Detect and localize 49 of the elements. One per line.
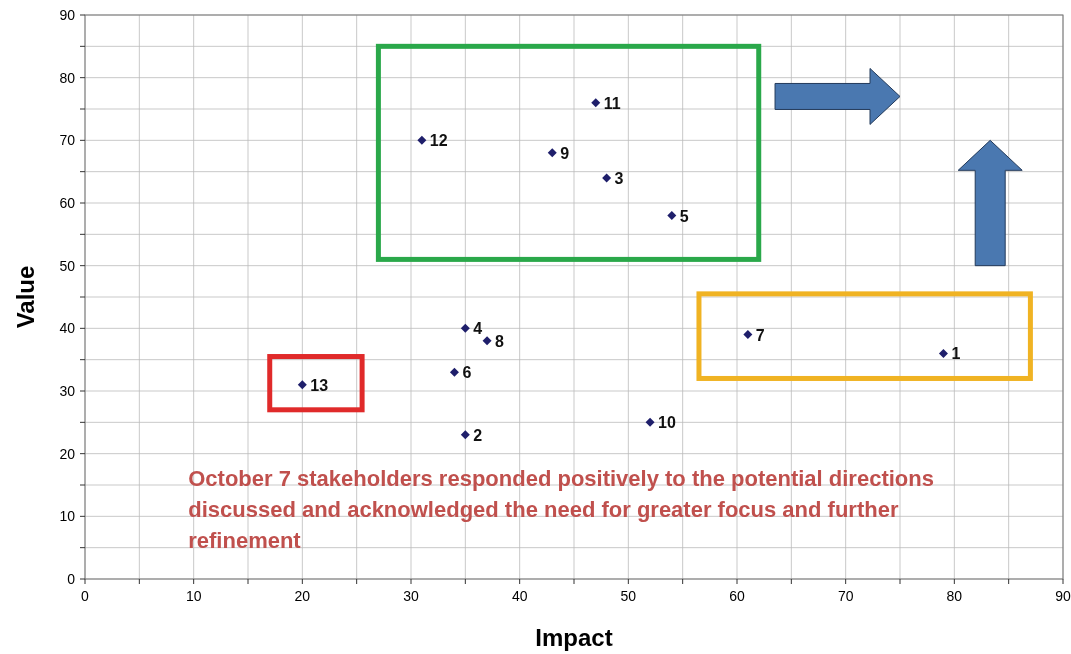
y-axis-title: Value bbox=[12, 265, 39, 329]
annotation: 6 bbox=[462, 364, 472, 382]
annotation: 8 bbox=[495, 332, 505, 350]
x-tick-label: 50 bbox=[620, 588, 637, 604]
x-tick-label: 20 bbox=[294, 588, 311, 604]
x-tick-label: 30 bbox=[403, 588, 419, 604]
annotation: 9 bbox=[560, 144, 570, 162]
y-tick-label: 50 bbox=[59, 257, 76, 274]
point bbox=[297, 380, 307, 390]
point bbox=[743, 330, 753, 340]
point bbox=[645, 417, 655, 427]
x-tick-label: 0 bbox=[81, 588, 90, 604]
y-tick-label: 0 bbox=[67, 571, 76, 587]
y-tick-label: 40 bbox=[59, 320, 76, 337]
point bbox=[449, 367, 459, 377]
y-tick-label: 60 bbox=[59, 195, 76, 211]
annotation: October 7 stakeholders responded positively to the potential directions discussed and acknowledged the need for greater focus and further refinement bbox=[188, 465, 935, 556]
annotation: 10 bbox=[658, 414, 676, 432]
y-tick-label: 90 bbox=[59, 7, 76, 23]
annotation: 3 bbox=[614, 169, 624, 187]
point bbox=[417, 135, 427, 145]
point bbox=[460, 430, 470, 440]
x-axis-title: Impact bbox=[535, 624, 613, 651]
point bbox=[547, 148, 557, 158]
x-tick-label: 80 bbox=[946, 588, 963, 604]
annotation: 12 bbox=[429, 132, 448, 150]
x-tick-label: 40 bbox=[511, 588, 528, 604]
x-tick-label: 10 bbox=[185, 588, 202, 604]
y-tick-label: 80 bbox=[59, 69, 76, 86]
point bbox=[482, 336, 492, 346]
x-tick-label: 60 bbox=[729, 588, 745, 604]
x-tick-label: 70 bbox=[837, 588, 854, 604]
annotation: 5 bbox=[679, 207, 689, 225]
y-tick-label: 70 bbox=[59, 132, 76, 149]
point bbox=[602, 173, 612, 183]
point bbox=[460, 323, 470, 333]
point bbox=[667, 211, 677, 221]
y-tick-label: 10 bbox=[59, 508, 76, 525]
point bbox=[938, 348, 948, 358]
y-tick-label: 20 bbox=[59, 445, 76, 462]
point bbox=[591, 98, 601, 108]
annotation: 1 bbox=[951, 345, 961, 363]
annotation: 11 bbox=[603, 94, 621, 112]
annotation: 2 bbox=[473, 426, 483, 444]
annotation: 4 bbox=[473, 320, 483, 338]
y-tick-label: 30 bbox=[59, 383, 76, 399]
x-tick-label: 90 bbox=[1055, 588, 1071, 604]
annotation: 13 bbox=[310, 376, 329, 394]
annotation: 7 bbox=[755, 326, 765, 344]
